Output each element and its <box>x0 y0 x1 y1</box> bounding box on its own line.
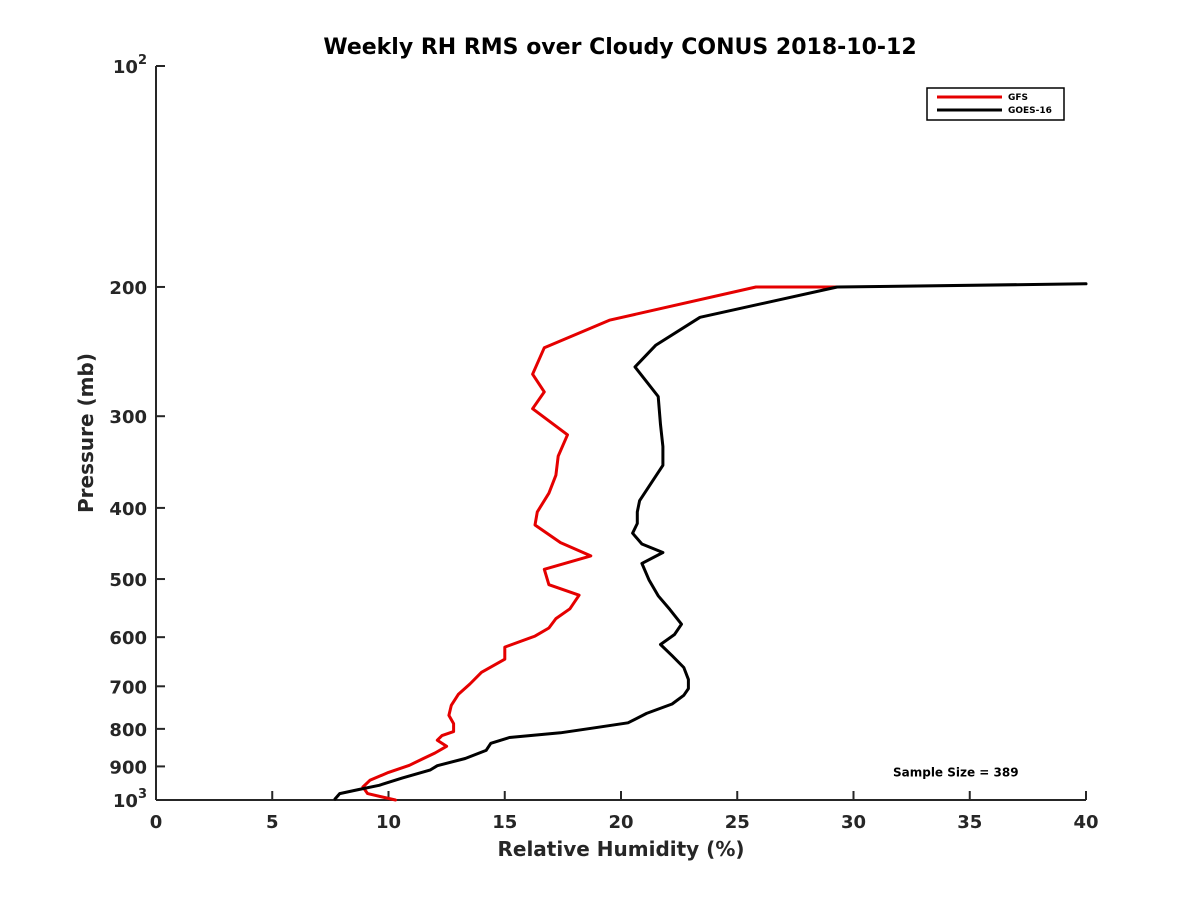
chart-title: Weekly RH RMS over Cloudy CONUS 2018-10-… <box>323 35 916 60</box>
y-tick-label-base: 10 <box>113 791 138 812</box>
y-tick-label-base: 400 <box>109 499 147 520</box>
x-tick-label: 10 <box>376 812 401 833</box>
legend-label-goes16: GOES-16 <box>1008 106 1052 116</box>
y-tick-label-base: 300 <box>109 407 147 428</box>
y-tick-label: 102 <box>113 53 147 78</box>
y-tick-label-exponent: 2 <box>138 53 147 68</box>
x-tick-label: 25 <box>725 812 750 833</box>
x-tick-label: 15 <box>492 812 517 833</box>
y-tick-label-base: 200 <box>109 278 147 299</box>
x-tick-label: 0 <box>150 812 163 833</box>
series-line-gfs <box>361 285 839 802</box>
y-tick-label: 103 <box>113 787 147 812</box>
sample-size-annotation: Sample Size = 389 <box>893 765 1019 779</box>
series-line-goes16 <box>333 282 1088 801</box>
y-tick-label-base: 800 <box>109 720 147 741</box>
y-tick-label: 400 <box>109 499 147 520</box>
x-tick-label: 20 <box>608 812 633 833</box>
legend-box <box>926 87 1065 121</box>
y-tick-label-exponent: 3 <box>138 787 147 802</box>
x-axis-label: Relative Humidity (%) <box>497 837 744 861</box>
annotation-layer: Sample Size = 389 <box>893 765 1019 779</box>
y-tick-label-base: 900 <box>109 757 147 778</box>
y-tick-label: 500 <box>109 570 147 591</box>
y-tick-label: 900 <box>109 757 147 778</box>
y-tick-label-base: 600 <box>109 628 147 649</box>
y-tick-label-base: 700 <box>109 677 147 698</box>
y-tick-label: 200 <box>109 278 147 299</box>
x-tick-label: 5 <box>266 812 279 833</box>
y-tick-label-base: 500 <box>109 570 147 591</box>
x-ticks: 0 5 10 15 20 25 30 35 40 <box>150 791 1099 833</box>
y-tick-label: 600 <box>109 628 147 649</box>
y-tick-label: 300 <box>109 407 147 428</box>
y-tick-label-base: 10 <box>113 57 138 78</box>
x-tick-label: 30 <box>841 812 866 833</box>
y-tick-label: 700 <box>109 677 147 698</box>
y-tick-label: 800 <box>109 720 147 741</box>
series-layer <box>333 282 1088 802</box>
y-axis-label: Pressure (mb) <box>74 353 98 513</box>
x-tick-label: 35 <box>957 812 982 833</box>
legend: GFS GOES-16 <box>926 87 1065 121</box>
x-tick-label: 40 <box>1073 812 1098 833</box>
legend-label-gfs: GFS <box>1008 93 1028 103</box>
